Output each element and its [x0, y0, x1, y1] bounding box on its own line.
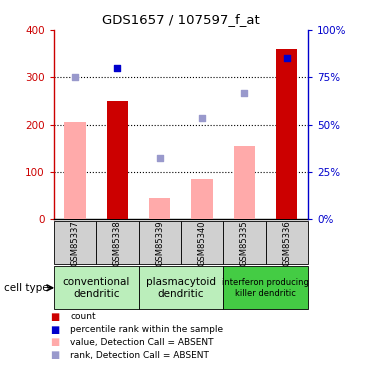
Point: [284, 56, 290, 62]
Text: GSM85339: GSM85339: [155, 220, 164, 266]
Text: ■: ■: [50, 312, 59, 322]
Text: ■: ■: [50, 325, 59, 334]
Text: GSM85337: GSM85337: [70, 220, 79, 266]
Text: GSM85335: GSM85335: [240, 220, 249, 266]
Text: rank, Detection Call = ABSENT: rank, Detection Call = ABSENT: [70, 351, 209, 360]
Text: percentile rank within the sample: percentile rank within the sample: [70, 325, 224, 334]
Bar: [65, 122, 86, 219]
Bar: [181, 221, 223, 264]
Bar: [138, 266, 223, 309]
Bar: [96, 221, 138, 264]
Point: [199, 115, 205, 121]
Text: ■: ■: [50, 338, 59, 347]
Text: value, Detection Call = ABSENT: value, Detection Call = ABSENT: [70, 338, 214, 347]
Point: [242, 90, 247, 96]
Text: conventional
dendritic: conventional dendritic: [62, 277, 130, 298]
Text: ■: ■: [50, 350, 59, 360]
Bar: [234, 146, 255, 219]
Bar: [266, 221, 308, 264]
Bar: [54, 221, 96, 264]
Text: GSM85340: GSM85340: [197, 220, 207, 266]
Text: interferon producing
killer dendritic: interferon producing killer dendritic: [222, 278, 309, 297]
Bar: [191, 179, 213, 219]
Bar: [54, 266, 138, 309]
Text: GSM85338: GSM85338: [113, 220, 122, 266]
Bar: [223, 266, 308, 309]
Text: plasmacytoid
dendritic: plasmacytoid dendritic: [146, 277, 216, 298]
Text: cell type: cell type: [4, 283, 48, 293]
Text: count: count: [70, 312, 96, 321]
Bar: [138, 221, 181, 264]
Bar: [107, 101, 128, 219]
Bar: [149, 198, 170, 219]
Point: [72, 74, 78, 80]
Bar: [276, 49, 297, 219]
Point: [114, 65, 120, 71]
Point: [157, 155, 162, 161]
Title: GDS1657 / 107597_f_at: GDS1657 / 107597_f_at: [102, 13, 260, 26]
Bar: [223, 221, 266, 264]
Text: GSM85336: GSM85336: [282, 220, 291, 266]
